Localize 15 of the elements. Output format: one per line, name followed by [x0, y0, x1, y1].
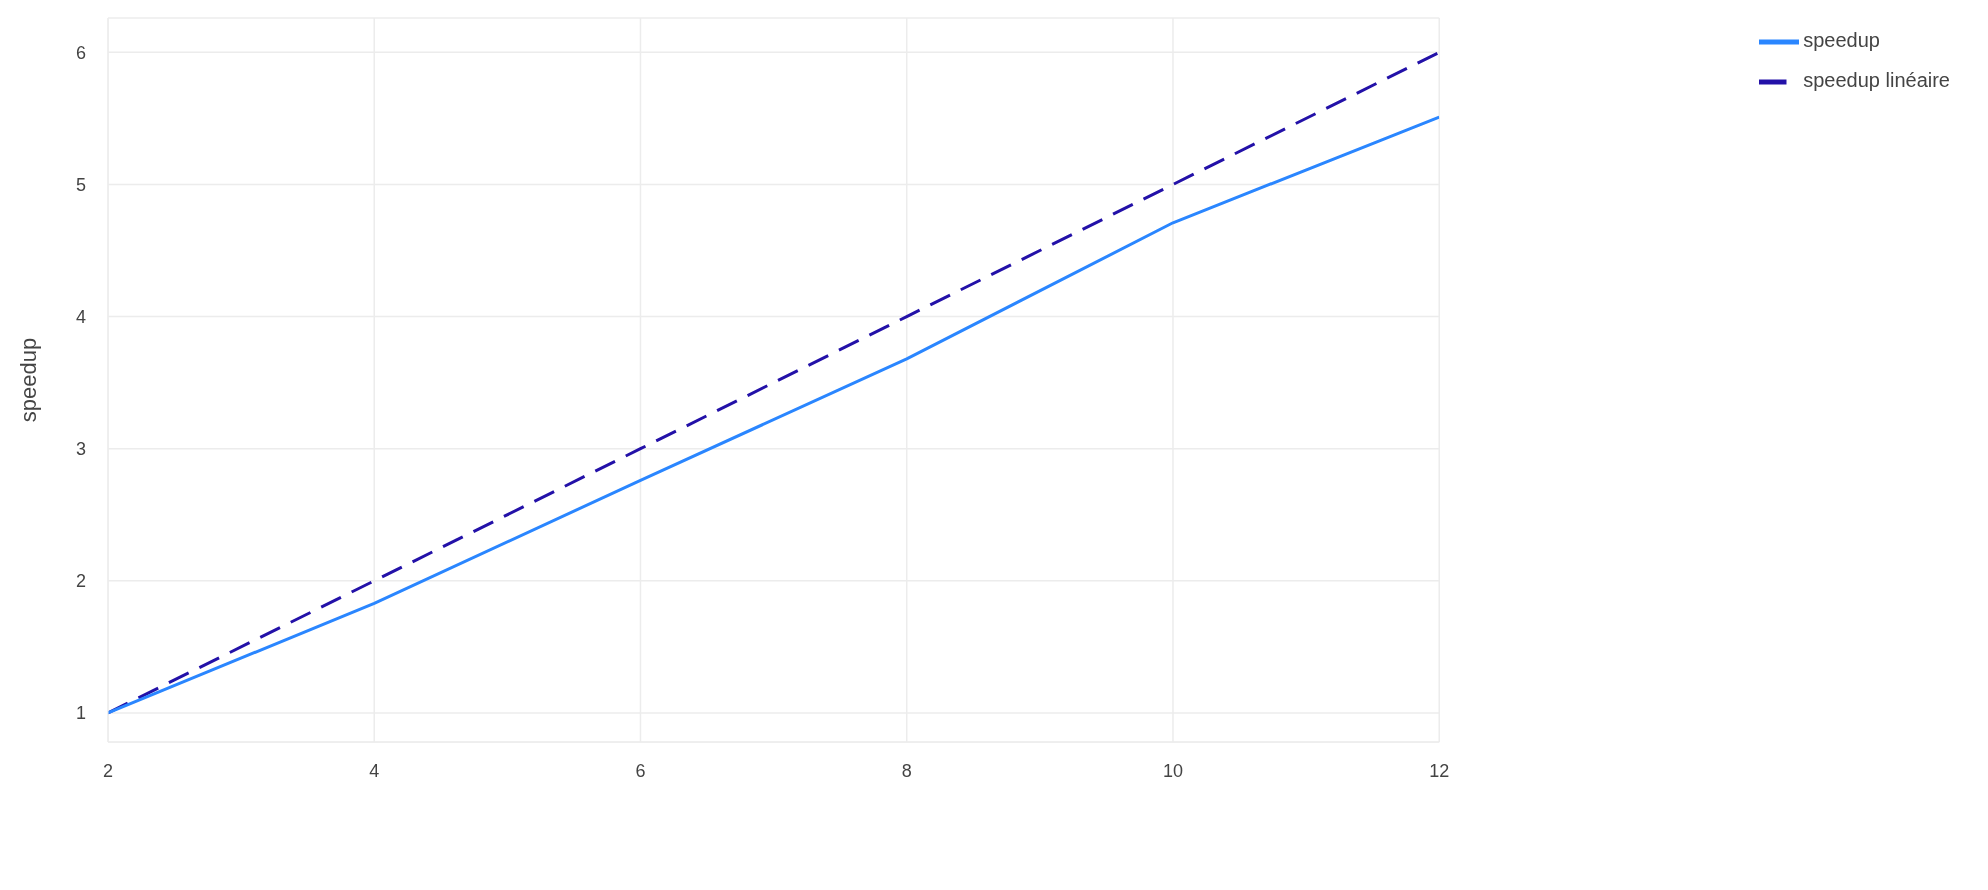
- x-tick-label: 2: [102, 760, 114, 781]
- x-tick-label: 12: [1429, 760, 1450, 781]
- y-axis-title: speedup: [15, 337, 41, 423]
- y-tick-label: 5: [75, 174, 86, 195]
- x-tick-label: 10: [1162, 760, 1183, 781]
- y-tick-label: 3: [75, 439, 86, 460]
- x-tick-label: 4: [369, 760, 380, 781]
- y-tick-label: 1: [75, 703, 86, 724]
- legend-label: speedup linéaire: [1803, 69, 1950, 92]
- y-tick-label: 2: [75, 571, 86, 592]
- y-tick-label: 4: [75, 306, 86, 327]
- x-tick-label: 6: [635, 760, 646, 781]
- y-tick-label: 6: [75, 42, 86, 63]
- legend-label: speedup: [1803, 29, 1880, 52]
- x-tick-label: 8: [901, 760, 912, 781]
